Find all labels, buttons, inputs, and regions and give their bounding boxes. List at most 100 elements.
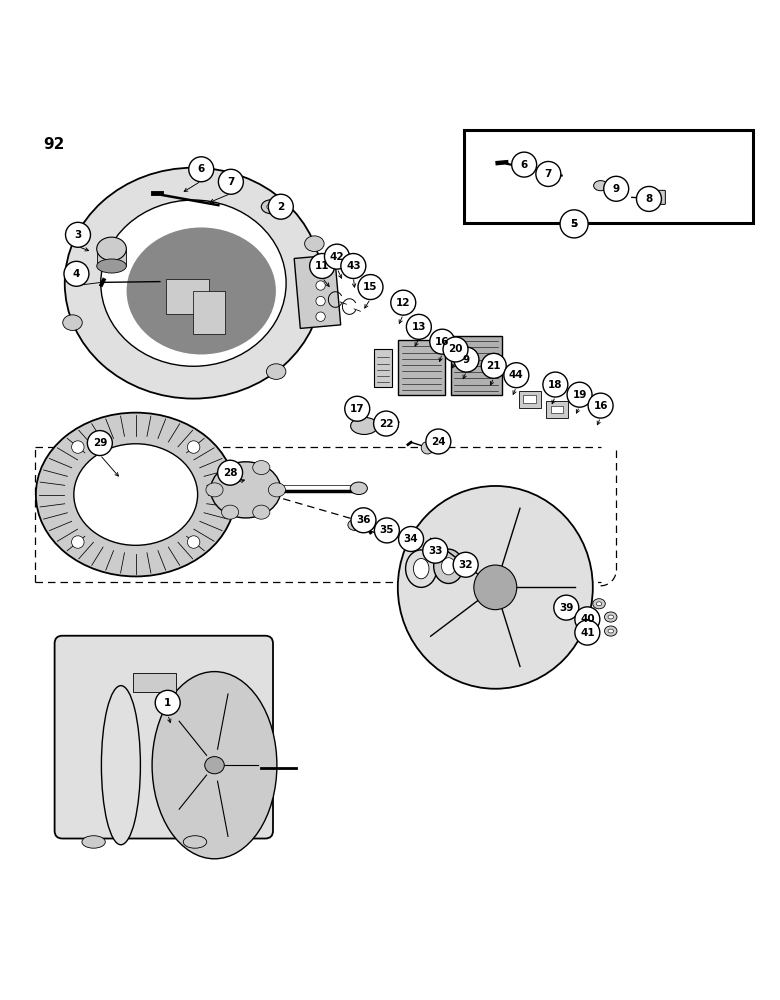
Ellipse shape — [434, 549, 463, 583]
Text: 28: 28 — [223, 468, 237, 478]
Ellipse shape — [65, 168, 322, 399]
Circle shape — [66, 222, 90, 247]
Ellipse shape — [97, 259, 126, 273]
Text: 7: 7 — [227, 177, 235, 187]
Ellipse shape — [253, 505, 270, 519]
Ellipse shape — [441, 558, 456, 575]
Text: 18: 18 — [548, 380, 562, 390]
Circle shape — [374, 411, 399, 436]
Circle shape — [218, 169, 243, 194]
Text: 33: 33 — [428, 546, 442, 556]
Circle shape — [430, 329, 455, 354]
Bar — [97, 249, 126, 266]
Circle shape — [604, 176, 629, 201]
Circle shape — [324, 244, 349, 269]
Text: 35: 35 — [380, 525, 394, 535]
Ellipse shape — [222, 461, 239, 475]
Ellipse shape — [350, 482, 367, 495]
Text: 3: 3 — [74, 230, 82, 240]
Circle shape — [155, 690, 180, 715]
Bar — [546, 401, 568, 418]
Text: 11: 11 — [315, 261, 329, 271]
Circle shape — [560, 210, 588, 238]
Circle shape — [575, 607, 600, 632]
Text: 32: 32 — [459, 560, 473, 570]
Circle shape — [316, 281, 325, 290]
Circle shape — [481, 353, 506, 378]
Ellipse shape — [36, 413, 236, 576]
Circle shape — [454, 347, 479, 372]
Ellipse shape — [82, 836, 105, 848]
Ellipse shape — [183, 836, 207, 848]
Ellipse shape — [473, 565, 516, 610]
Ellipse shape — [593, 599, 605, 609]
Text: 16: 16 — [435, 337, 449, 347]
Circle shape — [554, 595, 579, 620]
Ellipse shape — [268, 483, 285, 497]
Ellipse shape — [398, 486, 593, 689]
Circle shape — [421, 442, 434, 454]
Bar — [464, 130, 753, 223]
Ellipse shape — [351, 417, 378, 434]
Text: 34: 34 — [404, 534, 418, 544]
Circle shape — [72, 536, 84, 548]
Text: 21: 21 — [487, 361, 501, 371]
Ellipse shape — [97, 237, 126, 261]
Text: 5: 5 — [570, 219, 578, 229]
Ellipse shape — [594, 181, 608, 191]
Circle shape — [268, 194, 293, 219]
Circle shape — [636, 186, 661, 211]
Circle shape — [423, 538, 448, 563]
Ellipse shape — [101, 200, 286, 366]
Ellipse shape — [608, 615, 614, 619]
Text: 22: 22 — [379, 419, 393, 429]
Ellipse shape — [352, 523, 358, 527]
Text: 29: 29 — [93, 438, 107, 448]
Ellipse shape — [62, 315, 82, 330]
Text: 36: 36 — [356, 515, 370, 525]
Circle shape — [536, 161, 561, 186]
Ellipse shape — [253, 461, 270, 475]
Ellipse shape — [152, 672, 277, 859]
Text: 4: 4 — [73, 269, 80, 279]
Bar — [398, 340, 445, 395]
Circle shape — [189, 157, 214, 182]
Ellipse shape — [604, 612, 617, 622]
Circle shape — [358, 275, 383, 300]
Text: 9: 9 — [463, 355, 470, 365]
Bar — [166, 279, 209, 314]
Text: 41: 41 — [580, 628, 594, 638]
Circle shape — [575, 620, 600, 645]
Ellipse shape — [211, 462, 281, 518]
Circle shape — [406, 314, 431, 339]
Text: 43: 43 — [346, 261, 360, 271]
Circle shape — [453, 552, 478, 577]
Text: 42: 42 — [330, 252, 344, 262]
Circle shape — [588, 393, 613, 418]
Ellipse shape — [413, 558, 429, 579]
Circle shape — [310, 254, 335, 278]
Bar — [294, 255, 341, 328]
Text: 92: 92 — [43, 137, 64, 152]
Bar — [374, 349, 392, 387]
Ellipse shape — [126, 227, 276, 354]
Text: 24: 24 — [431, 437, 445, 447]
Circle shape — [512, 152, 537, 177]
Text: 13: 13 — [412, 322, 426, 332]
Ellipse shape — [305, 236, 324, 251]
Ellipse shape — [267, 364, 286, 379]
Circle shape — [187, 536, 200, 548]
Circle shape — [391, 290, 416, 315]
Text: 16: 16 — [594, 401, 608, 411]
Circle shape — [316, 296, 325, 306]
Bar — [133, 673, 176, 692]
Text: 17: 17 — [350, 404, 364, 414]
Circle shape — [567, 382, 592, 407]
Text: 9: 9 — [612, 184, 620, 194]
Ellipse shape — [348, 520, 362, 530]
Circle shape — [316, 312, 325, 321]
Ellipse shape — [222, 505, 239, 519]
Bar — [551, 406, 563, 413]
Circle shape — [351, 508, 376, 533]
Circle shape — [187, 441, 200, 453]
